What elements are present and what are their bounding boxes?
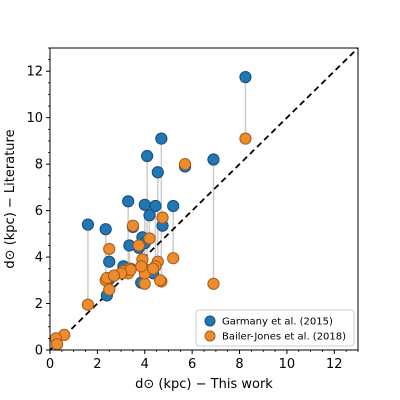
y-tick-label-1: 2 — [35, 297, 43, 312]
y-tick-label-3: 6 — [35, 204, 43, 219]
y-axis-label: d⊙ (kpc) − Literature — [3, 129, 18, 268]
x-tick-label-1: 2 — [93, 357, 101, 372]
legend-marker-bailer-jones — [204, 330, 216, 342]
garmany-point-0 — [239, 70, 252, 84]
data-points — [49, 70, 252, 351]
legend-label-bailer-jones: Bailer-Jones et al. (2018) — [222, 332, 346, 343]
garmany-point-8 — [149, 199, 162, 213]
bailer-jones-point-31 — [107, 269, 121, 282]
garmany-point-1 — [155, 132, 168, 145]
garmany-point-7 — [138, 198, 151, 211]
garmany-point-5 — [151, 166, 164, 179]
legend-label-garmany: Garmany et al. (2015) — [222, 317, 333, 328]
x-tick-label-6: 12 — [326, 357, 343, 372]
legend-box — [195, 309, 355, 347]
x-tick-label-2: 4 — [141, 357, 149, 372]
garmany-point-3 — [207, 153, 220, 166]
y-tick-label-6: 12 — [26, 65, 43, 80]
legend-marker-garmany — [204, 315, 216, 327]
x-tick-label-5: 10 — [279, 357, 296, 372]
garmany-point-12 — [99, 223, 112, 236]
bailer-jones-point-0 — [239, 132, 252, 145]
y-tick-label-2: 4 — [35, 251, 43, 266]
garmany-point-17 — [103, 255, 116, 268]
y-tick-label-0: 0 — [35, 344, 43, 359]
y-tick-label-5: 10 — [26, 111, 43, 126]
bailer-jones-point-30 — [154, 274, 167, 287]
one-to-one-dashed-line — [49, 47, 359, 351]
bailer-jones-point-4 — [178, 158, 192, 171]
bailer-jones-point-28 — [51, 338, 64, 351]
bailer-jones-point-22 — [103, 283, 116, 296]
x-tick-label-4: 8 — [235, 357, 243, 372]
bailer-jones-point-15 — [156, 211, 169, 224]
bailer-jones-point-9 — [167, 252, 180, 265]
y-tick-label-4: 8 — [35, 158, 43, 173]
garmany-point-2 — [141, 149, 154, 163]
bailer-jones-point-10 — [143, 232, 156, 245]
bailer-jones-point-3 — [207, 277, 220, 290]
garmany-point-6 — [122, 195, 135, 208]
x-axis-label: d⊙ (kpc) − This work — [135, 377, 273, 392]
bailer-jones-point-11 — [81, 298, 95, 311]
bailer-jones-point-7 — [138, 277, 151, 290]
bailer-jones-point-23 — [146, 262, 160, 275]
garmany-point-11 — [81, 218, 95, 231]
garmany-point-10 — [143, 209, 156, 222]
axis-ticks: 0 2 4 6 8 10 12 0 2 4 6 8 10 12 — [26, 47, 359, 372]
bailer-jones-point-14 — [132, 239, 145, 252]
bailer-jones-point-17 — [103, 242, 116, 256]
bailer-jones-point-24 — [135, 260, 148, 273]
x-tick-label-0: 0 — [46, 357, 54, 372]
bailer-jones-point-13 — [126, 219, 140, 232]
legend: Garmany et al. (2015) Bailer-Jones et al… — [195, 309, 355, 347]
garmany-point-9 — [167, 199, 180, 213]
x-tick-label-3: 6 — [188, 357, 196, 372]
